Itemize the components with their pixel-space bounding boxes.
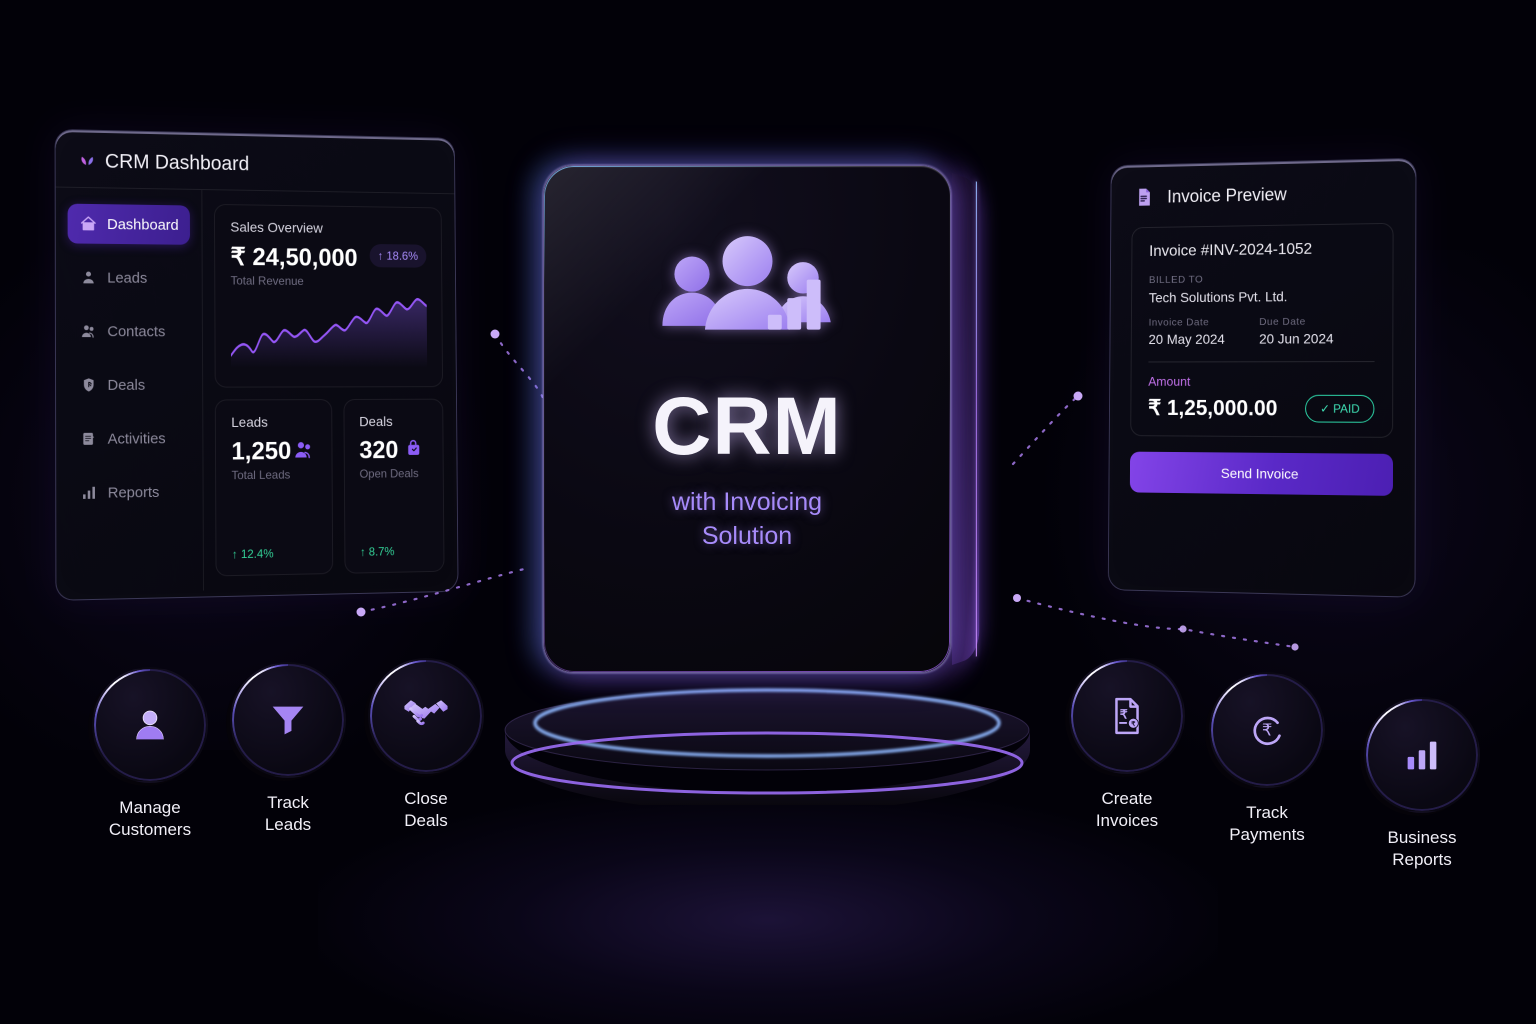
svg-text:₹: ₹ xyxy=(1262,721,1272,739)
svg-text:₹: ₹ xyxy=(1120,707,1129,721)
